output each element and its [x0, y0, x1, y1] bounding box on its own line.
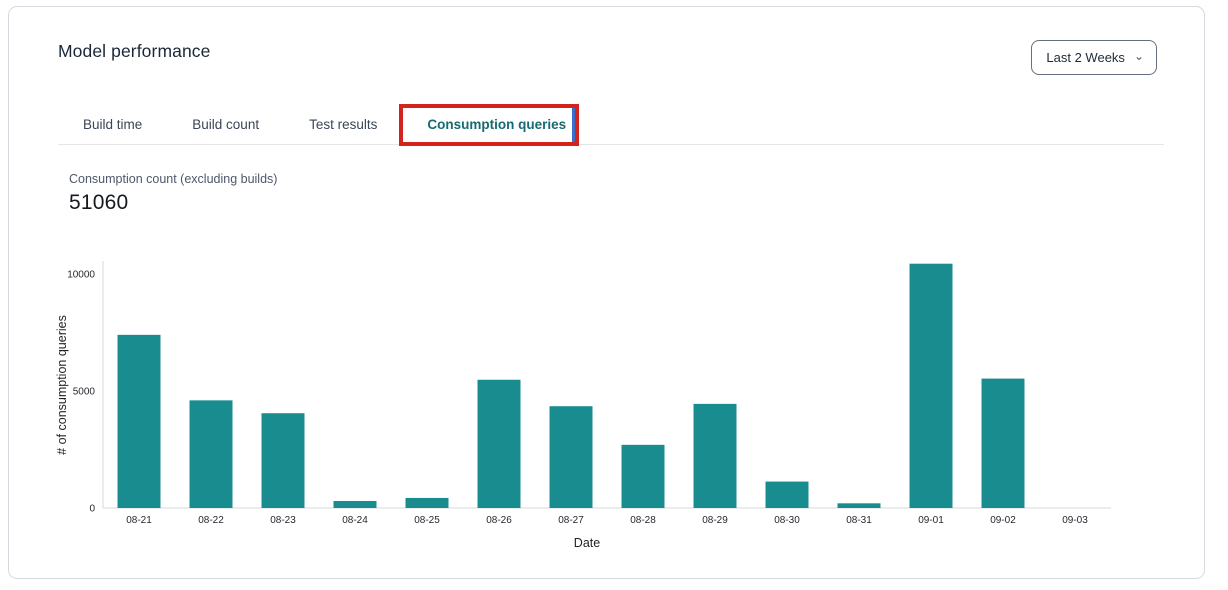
page-title: Model performance — [58, 41, 211, 61]
bar-08-27[interactable] — [549, 406, 593, 508]
tab-bar: Build time Build count Test results Consump… — [58, 104, 1164, 145]
y-axis-title: # of consumption queries — [55, 315, 69, 455]
bar-08-22[interactable] — [189, 400, 233, 508]
x-tick-label: 09-01 — [918, 515, 944, 526]
x-tick-label: 08-29 — [702, 515, 728, 526]
chevron-down-icon: ⌄ — [1133, 48, 1144, 63]
bar-08-23[interactable] — [261, 413, 305, 508]
x-tick-label: 08-27 — [558, 515, 584, 526]
x-tick-label: 08-23 — [270, 515, 296, 526]
bar-08-26[interactable] — [477, 379, 521, 508]
bar-08-31[interactable] — [837, 503, 881, 508]
metric-block: Consumption count (excluding builds) 510… — [69, 172, 277, 215]
time-range-label: Last 2 Weeks — [1046, 50, 1125, 65]
metric-label: Consumption count (excluding builds) — [69, 172, 278, 186]
tab-build-count[interactable]: Build count — [167, 104, 284, 144]
x-tick-label: 09-02 — [990, 515, 1016, 526]
x-tick-label: 08-31 — [846, 515, 872, 526]
x-axis-title: Date — [574, 536, 600, 550]
tab-consumption-queries[interactable]: Consumption queries — [402, 104, 591, 144]
x-tick-label: 08-26 — [486, 515, 512, 526]
y-tick-label: 0 — [89, 504, 95, 515]
bar-08-29[interactable] — [693, 403, 737, 508]
model-performance-card: Model performance Last 2 Weeks ⌄ Build t… — [8, 6, 1205, 579]
x-tick-label: 08-22 — [198, 515, 224, 526]
x-tick-label: 09-03 — [1062, 515, 1088, 526]
x-tick-label: 08-24 — [342, 515, 368, 526]
bar-09-01[interactable] — [909, 263, 953, 508]
tab-build-time[interactable]: Build time — [58, 104, 167, 144]
x-tick-label: 08-28 — [630, 515, 656, 526]
consumption-queries-chart: 0 5000 10000 08-21 08-22 08-23 08-24 08-25 08-26… — [55, 261, 1111, 550]
metric-value: 51060 — [69, 191, 129, 214]
bar-08-28[interactable] — [621, 444, 665, 508]
bar-09-02[interactable] — [981, 378, 1025, 508]
x-tick-label: 08-30 — [774, 515, 800, 526]
bar-08-21[interactable] — [117, 334, 161, 508]
bar-08-24[interactable] — [333, 500, 377, 508]
time-range-selector[interactable]: Last 2 Weeks ⌄ — [1031, 40, 1157, 75]
x-tick-label: 08-25 — [414, 515, 440, 526]
bar-08-30[interactable] — [765, 481, 809, 508]
y-tick-label: 10000 — [67, 270, 95, 281]
tab-test-results[interactable]: Test results — [284, 104, 402, 144]
bar-08-25[interactable] — [405, 497, 449, 508]
x-tick-label: 08-21 — [126, 515, 152, 526]
y-tick-label: 5000 — [73, 387, 96, 398]
